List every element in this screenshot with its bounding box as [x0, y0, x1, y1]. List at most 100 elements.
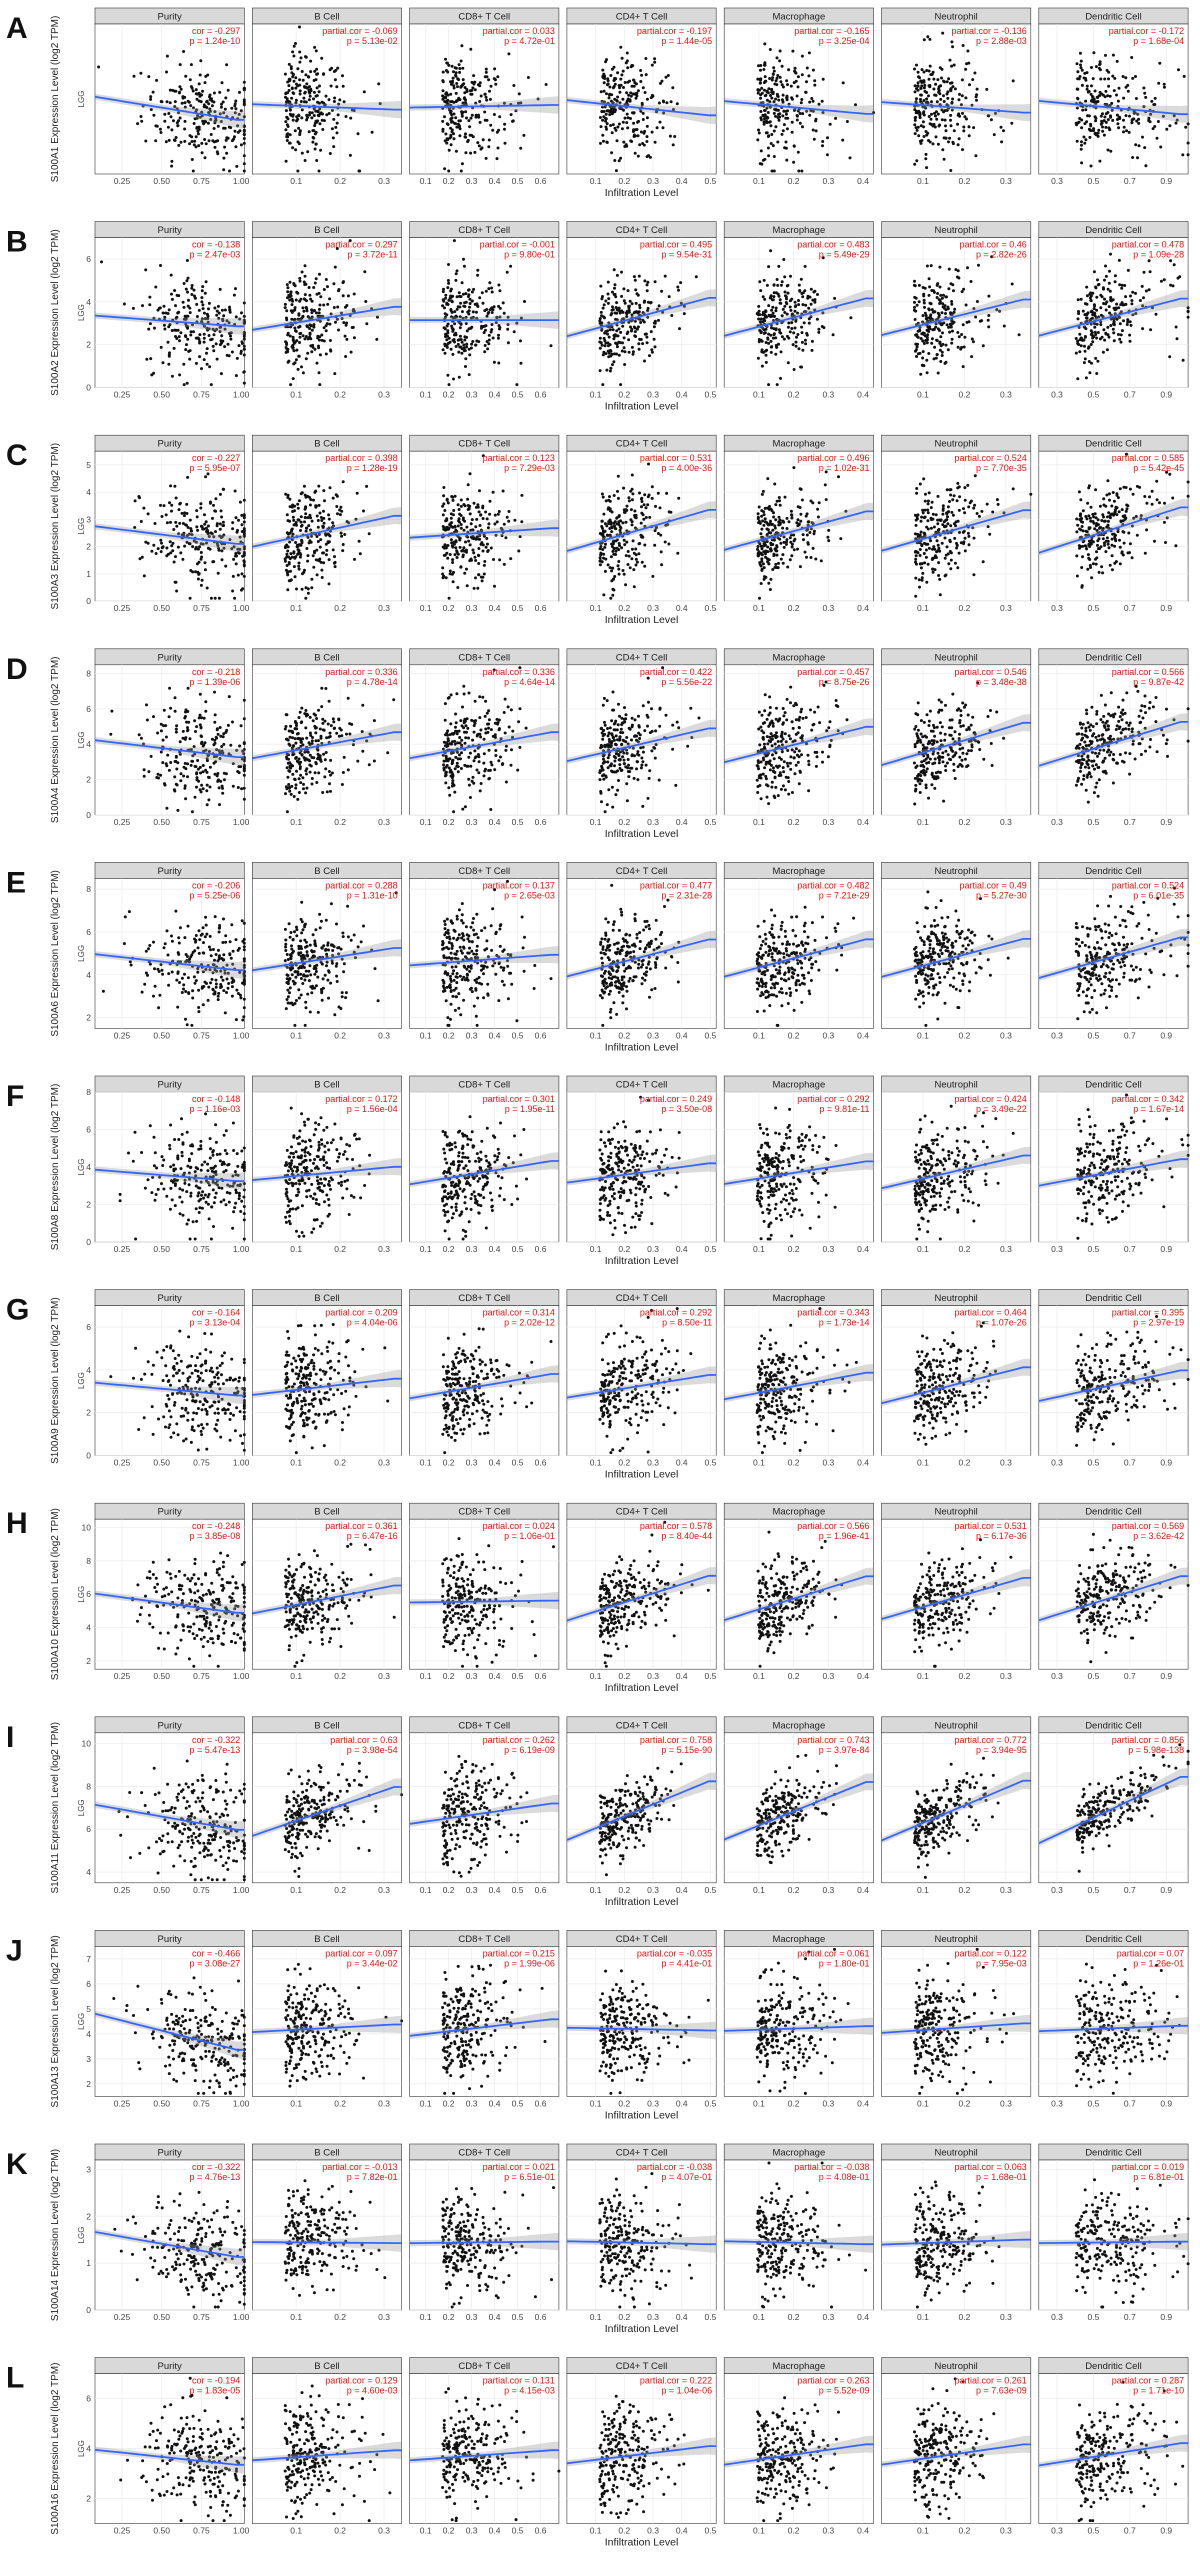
correlation-label: cor = -0.138 [192, 240, 240, 250]
data-point [488, 499, 492, 503]
data-point [981, 344, 985, 348]
correlation-label: partial.cor = 0.297 [325, 240, 397, 250]
x-tick-label: 0.3 [1051, 390, 1063, 400]
data-point [482, 331, 486, 335]
data-point [489, 330, 493, 334]
data-point [952, 320, 956, 324]
data-point [493, 522, 497, 526]
data-point [353, 557, 356, 561]
data-point [480, 291, 484, 295]
data-point [801, 533, 805, 537]
data-point [229, 334, 232, 338]
data-point [149, 108, 153, 111]
data-point [502, 522, 506, 526]
data-point [450, 326, 454, 330]
data-point [1138, 299, 1142, 302]
data-point [630, 327, 634, 331]
data-point [487, 338, 491, 342]
data-point [195, 97, 199, 101]
data-point [1109, 324, 1113, 327]
data-point [285, 341, 288, 345]
x-tick-label: 0.2 [334, 603, 346, 613]
data-point [177, 335, 181, 339]
data-point [1106, 148, 1110, 152]
data-point [300, 151, 304, 155]
data-point [810, 97, 814, 100]
data-point [960, 333, 964, 336]
data-point [165, 54, 169, 58]
data-point [297, 567, 301, 571]
data-point [1083, 335, 1087, 339]
data-point [327, 558, 331, 562]
data-point [932, 328, 936, 331]
data-point [779, 80, 783, 84]
data-point [298, 335, 302, 339]
data-point [449, 308, 453, 311]
data-point [761, 295, 765, 299]
data-point [780, 132, 784, 136]
data-point [169, 520, 172, 524]
data-point [987, 314, 991, 317]
data-point [297, 564, 301, 568]
data-point [163, 112, 167, 116]
data-point [284, 350, 288, 354]
data-point [841, 138, 845, 142]
data-point [763, 313, 766, 316]
data-point [312, 325, 316, 329]
data-point [831, 333, 835, 337]
data-point [239, 143, 243, 147]
p-value-label: p = 1.44e-05 [661, 36, 712, 46]
x-tick-label: 0.1 [290, 176, 302, 186]
data-point [304, 335, 308, 338]
data-point [451, 352, 455, 356]
data-point [294, 42, 297, 45]
x-tick-label: 0.7 [1124, 176, 1136, 186]
data-point [306, 351, 310, 355]
data-point [287, 77, 291, 81]
data-point [793, 537, 797, 541]
x-tick-label: 0.3 [1000, 603, 1012, 613]
data-point [205, 347, 209, 351]
x-tick-label: 0.1 [290, 390, 302, 400]
data-point [310, 350, 314, 354]
data-point [768, 48, 772, 51]
data-point [1095, 372, 1099, 375]
data-point [808, 531, 812, 534]
data-point [777, 98, 781, 102]
data-point [186, 99, 190, 103]
data-point [917, 110, 921, 114]
data-point [758, 81, 762, 85]
data-point [769, 249, 773, 253]
data-point [456, 586, 460, 589]
data-point [621, 120, 625, 124]
data-point [613, 334, 617, 338]
data-point [769, 339, 773, 343]
data-point [205, 362, 209, 366]
data-point [938, 123, 942, 127]
data-point [626, 289, 630, 293]
p-value-label: p = 2.47e-03 [190, 250, 241, 260]
data-point [318, 84, 321, 88]
data-point [633, 81, 637, 85]
x-tick-label: 0.2 [334, 176, 346, 186]
data-point [671, 86, 675, 90]
data-point [779, 301, 783, 305]
data-point [308, 94, 312, 98]
data-point [444, 57, 447, 61]
data-point [804, 90, 808, 94]
data-point [1106, 94, 1110, 98]
data-point [289, 291, 293, 295]
data-point [447, 148, 451, 152]
data-point [606, 301, 610, 305]
p-value-label: p = 4.00e-36 [661, 463, 712, 473]
data-point [1093, 89, 1097, 93]
data-point [341, 84, 345, 88]
data-point [653, 345, 657, 349]
data-point [845, 120, 849, 123]
correlation-label: partial.cor = -0.136 [952, 26, 1027, 36]
data-point [232, 293, 236, 297]
data-point [314, 142, 318, 146]
data-point [627, 93, 631, 97]
